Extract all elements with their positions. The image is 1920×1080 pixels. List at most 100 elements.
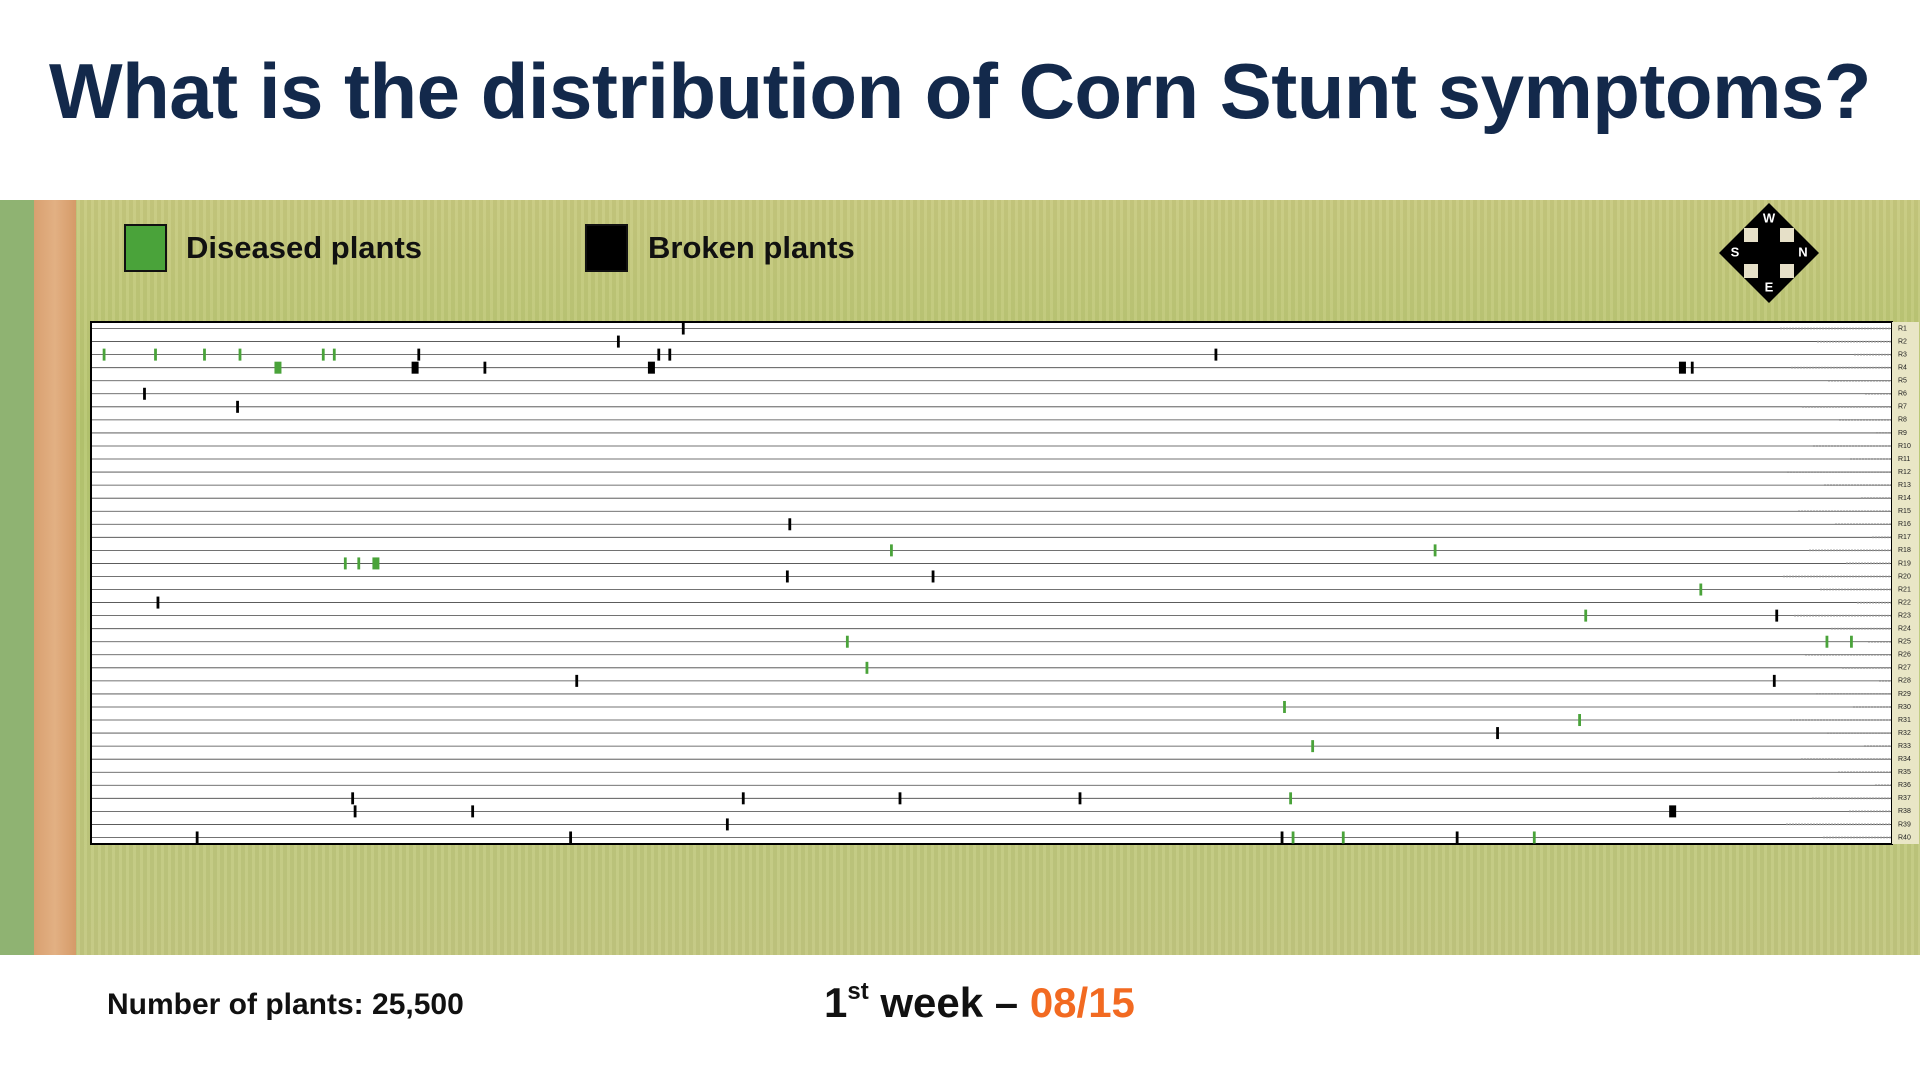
week-text: week –: [868, 979, 1030, 1026]
broken-marker: [143, 387, 146, 400]
diseased-marker: [1532, 831, 1536, 844]
compass-square: [1780, 264, 1794, 278]
broken-marker: [471, 805, 475, 818]
diseased-marker: [1289, 792, 1293, 805]
compass-letter: S: [1731, 244, 1740, 259]
row-label: R33: [1898, 743, 1911, 750]
field-edge: [0, 200, 34, 955]
broken-marker: [1678, 361, 1686, 374]
broken-marker: [411, 361, 419, 374]
row-label: R29: [1898, 691, 1911, 698]
row-label: R32: [1898, 730, 1911, 737]
diseased-marker: [865, 661, 869, 674]
row-label: R23: [1898, 612, 1911, 619]
row-label: R24: [1898, 626, 1911, 633]
diseased-marker: [1584, 609, 1588, 622]
row-label: R37: [1898, 795, 1911, 802]
broken-marker: [657, 348, 661, 361]
compass: W N E S: [1719, 203, 1819, 303]
broken-marker: [156, 596, 160, 609]
compass-square: [1780, 228, 1794, 242]
diseased-marker: [1341, 831, 1345, 844]
diseased-marker: [274, 361, 282, 374]
row-label: R22: [1898, 599, 1911, 606]
broken-marker: [668, 348, 672, 361]
row-label: R5: [1898, 378, 1907, 385]
diseased-marker: [357, 557, 361, 570]
legend-label: Broken plants: [648, 230, 855, 265]
slide-title: What is the distribution of Corn Stunt s…: [49, 47, 1871, 135]
compass-letter: E: [1765, 279, 1774, 294]
row-label: R14: [1898, 495, 1911, 502]
row-label: R38: [1898, 808, 1911, 815]
row-label: R20: [1898, 573, 1911, 580]
broken-marker: [569, 831, 573, 844]
diseased-marker: [890, 544, 893, 557]
row-label: R1: [1898, 325, 1907, 332]
broken-marker: [353, 805, 357, 818]
broken-marker: [1772, 674, 1776, 687]
week-number: 1: [824, 979, 848, 1026]
legend-swatch-diseased: [124, 224, 167, 272]
row-label: R10: [1898, 443, 1911, 450]
row-label: R25: [1898, 639, 1911, 646]
compass-letter: N: [1798, 244, 1807, 259]
row-label: R6: [1898, 391, 1907, 398]
row-label: R2: [1898, 338, 1907, 345]
diseased-marker: [1825, 635, 1829, 648]
markers: [102, 322, 1853, 844]
row-label: R26: [1898, 652, 1911, 659]
week-suffix: st: [847, 978, 869, 1005]
diseased-marker: [1291, 831, 1295, 844]
compass-square: [1744, 228, 1758, 242]
diseased-marker: [203, 348, 206, 361]
row-label: R4: [1898, 365, 1907, 372]
broken-marker: [785, 570, 789, 583]
diseased-marker: [321, 348, 325, 361]
broken-marker: [483, 361, 487, 374]
diseased-marker: [1283, 700, 1286, 713]
broken-marker: [681, 322, 685, 335]
broken-marker: [1280, 831, 1284, 844]
diseased-marker: [372, 557, 380, 570]
row-label: R34: [1898, 756, 1911, 763]
broken-marker: [931, 570, 935, 583]
broken-marker: [1455, 831, 1459, 844]
compass-square: [1744, 264, 1758, 278]
row-label: R19: [1898, 560, 1911, 567]
row-label: R35: [1898, 769, 1911, 776]
compass-letter: W: [1763, 210, 1776, 225]
broken-marker: [1078, 792, 1082, 805]
diseased-marker: [238, 348, 242, 361]
row-label-column: [1892, 322, 1919, 844]
dirt-road: [34, 200, 76, 955]
legend-swatch-broken: [585, 224, 628, 272]
row-label: R27: [1898, 665, 1911, 672]
broken-marker: [1214, 348, 1218, 361]
row-label: R30: [1898, 704, 1911, 711]
diseased-marker: [102, 348, 106, 361]
broken-marker: [647, 361, 655, 374]
broken-marker: [898, 792, 902, 805]
broken-marker: [351, 792, 355, 805]
broken-marker: [1775, 609, 1779, 622]
broken-marker: [1669, 805, 1677, 818]
legend-label: Diseased plants: [186, 230, 423, 265]
row-label: R39: [1898, 821, 1911, 828]
diseased-marker: [1699, 583, 1703, 596]
broken-marker: [741, 792, 745, 805]
broken-marker: [417, 348, 421, 361]
diseased-marker: [332, 348, 336, 361]
broken-marker: [1496, 727, 1499, 740]
row-label: R21: [1898, 586, 1911, 593]
broken-marker: [195, 831, 199, 844]
row-label: R16: [1898, 521, 1911, 528]
diseased-marker: [1311, 740, 1315, 753]
broken-marker: [1690, 361, 1694, 374]
row-label: R40: [1898, 834, 1911, 841]
broken-marker: [788, 518, 792, 531]
diseased-marker: [845, 635, 849, 648]
row-label: R31: [1898, 717, 1911, 724]
row-label: R7: [1898, 404, 1907, 411]
